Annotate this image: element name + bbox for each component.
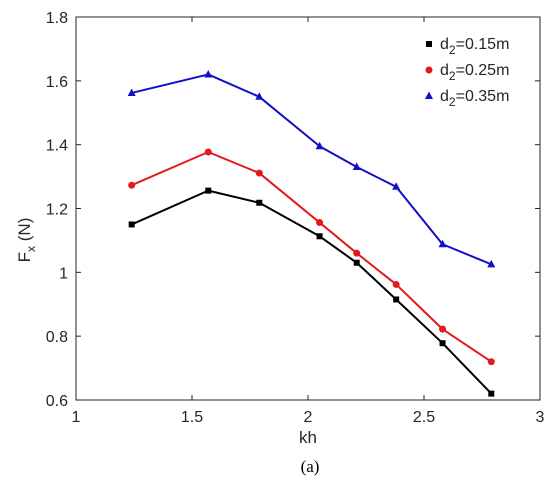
x-tick-label: 3	[536, 409, 545, 426]
y-tick-label: 0.6	[46, 393, 68, 410]
data-point	[353, 249, 361, 257]
data-point	[352, 162, 361, 171]
data-point	[426, 41, 432, 47]
x-tick-label: 1.5	[181, 409, 203, 426]
legend-label: d2=0.25m	[440, 62, 509, 83]
y-tick-label: 0.8	[46, 329, 68, 346]
legend-item: d2=0.25m	[425, 62, 509, 83]
series-3	[127, 69, 496, 268]
series-layer	[127, 69, 496, 397]
data-point	[438, 239, 447, 248]
data-point	[425, 91, 433, 99]
data-point	[316, 219, 324, 227]
data-point	[353, 259, 360, 266]
y-axis-title-base: F	[15, 252, 34, 262]
data-point	[128, 221, 135, 228]
y-tick-label: 1.4	[46, 138, 68, 155]
legend-label: d2=0.35m	[440, 88, 509, 109]
legend-label: d2=0.15m	[440, 36, 509, 57]
series-line	[131, 151, 492, 363]
y-axis-title: Fx (N)	[15, 218, 38, 263]
x-tick-label: 2.5	[413, 409, 435, 426]
axes-layer: 1 1.5 2 2.5 3 0.6 0.8 1 1.2 1.4 1.6 1.8	[46, 10, 545, 426]
data-point	[393, 296, 400, 303]
legend: d2=0.15m d2=0.25m d2=0.35m	[425, 36, 509, 109]
data-point	[425, 66, 433, 74]
data-point	[255, 92, 264, 100]
data-point	[128, 181, 136, 189]
x-axis-title: kh	[299, 428, 317, 447]
x-tick-label: 2	[304, 409, 313, 426]
legend-item: d2=0.35m	[425, 88, 509, 109]
data-point	[487, 358, 495, 366]
series-line	[131, 189, 492, 395]
data-point	[439, 340, 446, 347]
data-point	[487, 259, 496, 268]
figure-caption: (a)	[301, 457, 320, 476]
data-point	[315, 141, 324, 150]
data-point	[488, 390, 495, 397]
legend-item: d2=0.15m	[426, 36, 509, 57]
data-point	[256, 199, 263, 206]
series-line	[131, 73, 492, 266]
data-point	[316, 233, 323, 240]
data-point	[204, 148, 212, 156]
y-tick-label: 1	[59, 265, 68, 282]
y-tick-label: 1.8	[46, 10, 68, 27]
data-point	[255, 169, 263, 177]
data-point	[127, 88, 136, 96]
series-2	[128, 148, 495, 366]
y-axis-title-sub: x	[24, 246, 38, 252]
data-point	[392, 182, 401, 190]
data-point	[439, 325, 447, 333]
y-tick-label: 1.6	[46, 74, 68, 91]
y-tick-label: 1.2	[46, 202, 68, 219]
data-point	[204, 69, 213, 78]
data-point	[205, 187, 212, 194]
data-point	[392, 280, 400, 288]
series-1	[128, 187, 495, 397]
y-axis-title-rest: (N)	[15, 218, 34, 246]
x-tick-label: 1	[72, 409, 81, 426]
